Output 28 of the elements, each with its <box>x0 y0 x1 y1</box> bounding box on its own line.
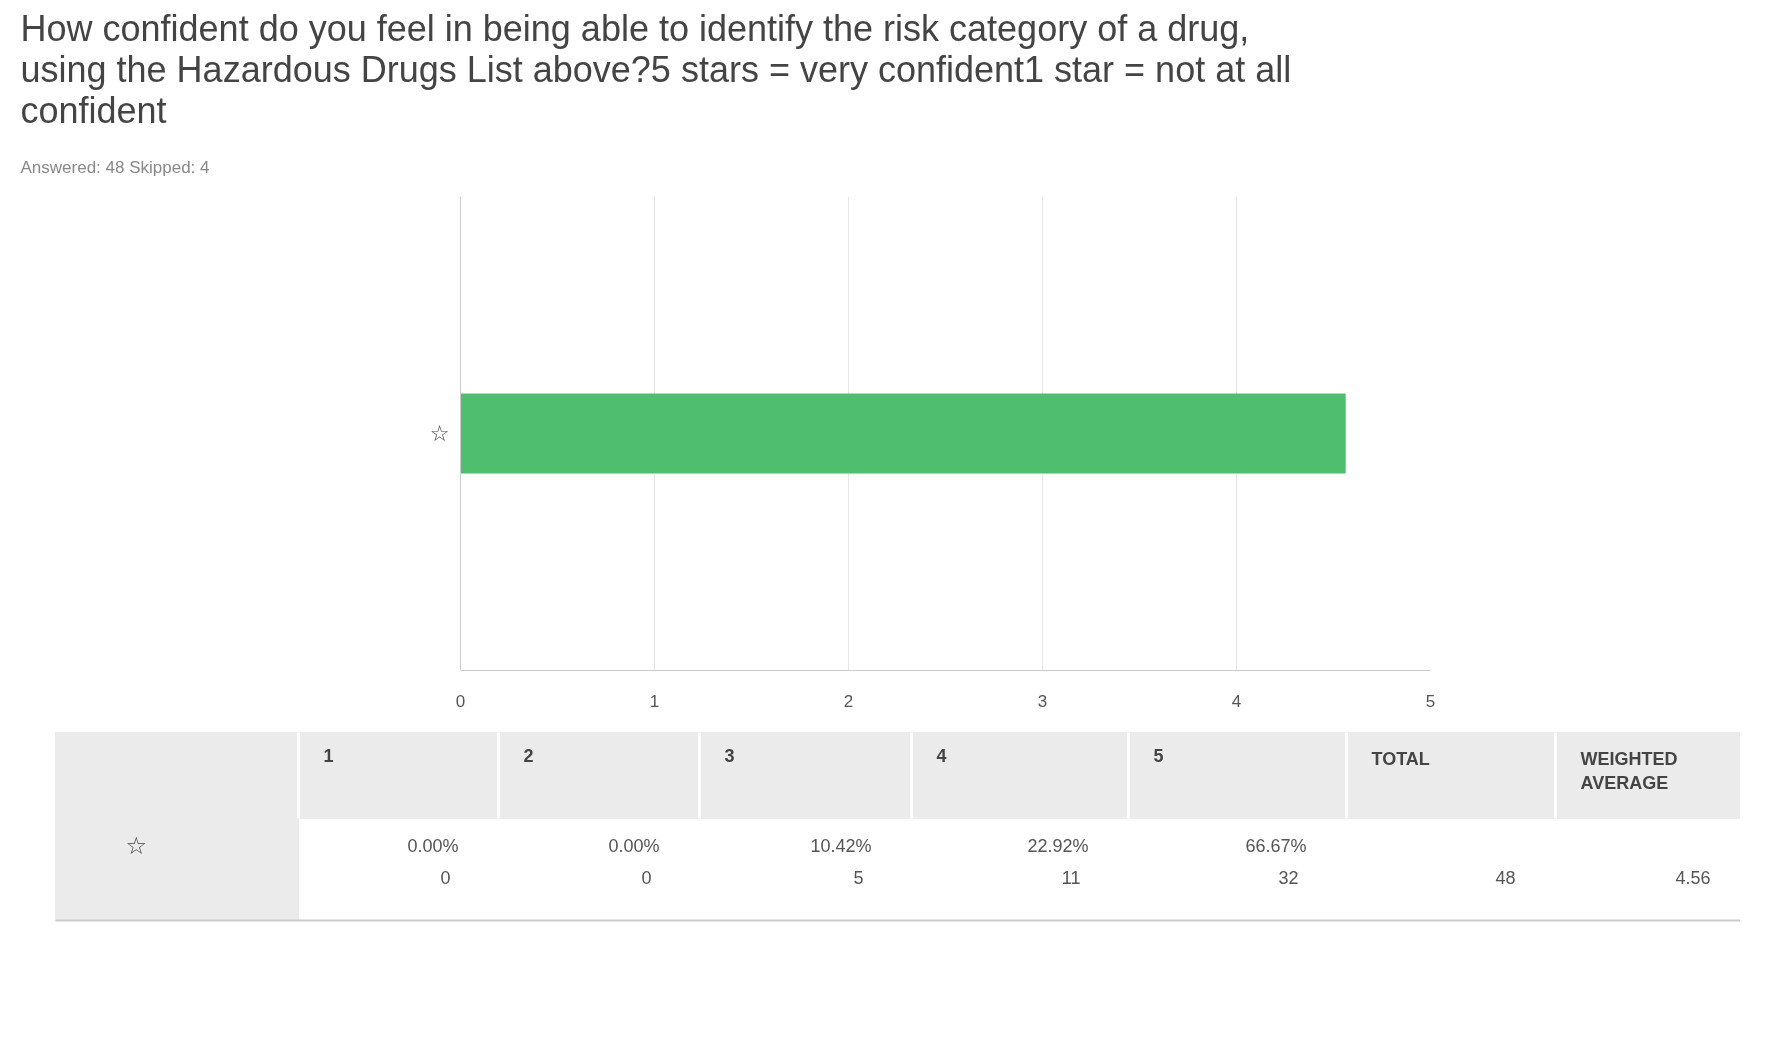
x-tick-label: 1 <box>649 691 660 711</box>
chart-title: How confident do you feel in being able to identify the risk category of a drug, using the Hazardous Drugs List above?5 stars = very confident1 star = not at all confident <box>20 7 1292 131</box>
text: 10.42% <box>810 835 872 856</box>
text: 22.92% <box>1027 835 1089 856</box>
text: 0 <box>440 868 451 888</box>
text: 0.00% <box>407 835 459 856</box>
category-label: ☆ <box>125 831 148 860</box>
text: 32 <box>1278 868 1299 888</box>
text: 0.00% <box>608 835 660 856</box>
text: TOTAL <box>1371 748 1430 769</box>
x-tick-label: 2 <box>843 691 854 711</box>
text: 11 <box>1061 868 1081 888</box>
text: 5 <box>853 868 864 888</box>
text: 0 <box>641 868 652 888</box>
text: 2 <box>523 745 534 766</box>
text: 1 <box>323 745 334 766</box>
x-tick-label: 3 <box>1037 691 1048 711</box>
text: Answered: 48 Skipped: 4 <box>20 157 210 177</box>
x-tick-label: 5 <box>1425 691 1436 711</box>
x-tick-label: 0 <box>455 691 466 711</box>
text: 3 <box>724 745 735 766</box>
text: 48 <box>1495 868 1516 888</box>
text: 4 <box>936 745 947 766</box>
text: 66.67% <box>1245 835 1307 856</box>
x-tick-label: 4 <box>1231 691 1242 711</box>
text: 4.56 <box>1675 868 1711 888</box>
text: 5 <box>1153 745 1164 766</box>
text: WEIGHTED AVERAGE <box>1580 748 1678 793</box>
